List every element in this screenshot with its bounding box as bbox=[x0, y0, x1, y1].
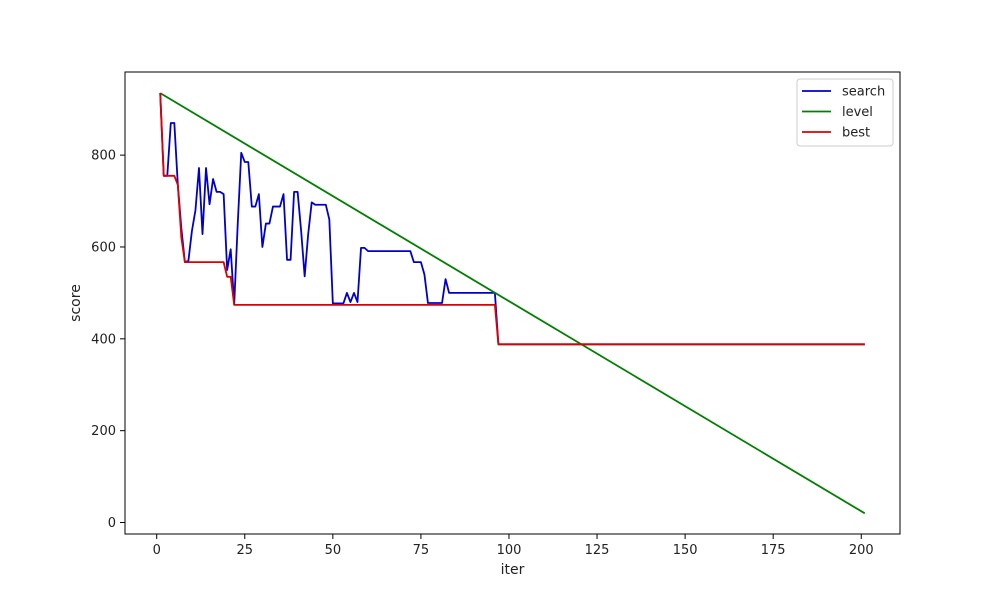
series-line-search bbox=[159, 93, 865, 346]
plot-frame bbox=[124, 71, 901, 535]
legend: search level best bbox=[796, 78, 894, 147]
x-axis-title: iter bbox=[501, 562, 525, 578]
x-tick-label: 175 bbox=[761, 543, 786, 558]
legend-box bbox=[796, 78, 894, 147]
y-tick-label: 400 bbox=[91, 332, 116, 347]
series-layer bbox=[159, 92, 866, 515]
legend-label-level: level bbox=[842, 105, 873, 120]
series-line-best bbox=[159, 93, 865, 346]
x-tick-label: 150 bbox=[673, 543, 698, 558]
legend-label-best: best bbox=[842, 126, 870, 141]
y-tick-label: 200 bbox=[91, 424, 116, 439]
x-tick-label: 75 bbox=[413, 543, 430, 558]
x-tick-label: 50 bbox=[325, 543, 342, 558]
x-tick-label: 25 bbox=[236, 543, 253, 558]
x-tick-label: 0 bbox=[153, 543, 161, 558]
axis-ticks: 0 25 50 75 100 125 150 175 200 0 200 400 600 800 bbox=[91, 149, 873, 558]
x-tick-label: 100 bbox=[497, 543, 522, 558]
y-tick-label: 0 bbox=[108, 516, 116, 531]
y-tick-label: 600 bbox=[91, 240, 116, 255]
y-tick-label: 800 bbox=[91, 149, 116, 164]
x-tick-label: 200 bbox=[849, 543, 874, 558]
legend-label-search: search bbox=[842, 85, 885, 100]
x-tick-label: 125 bbox=[585, 543, 610, 558]
y-axis-title: score bbox=[68, 284, 84, 322]
series-line-level bbox=[159, 92, 866, 515]
